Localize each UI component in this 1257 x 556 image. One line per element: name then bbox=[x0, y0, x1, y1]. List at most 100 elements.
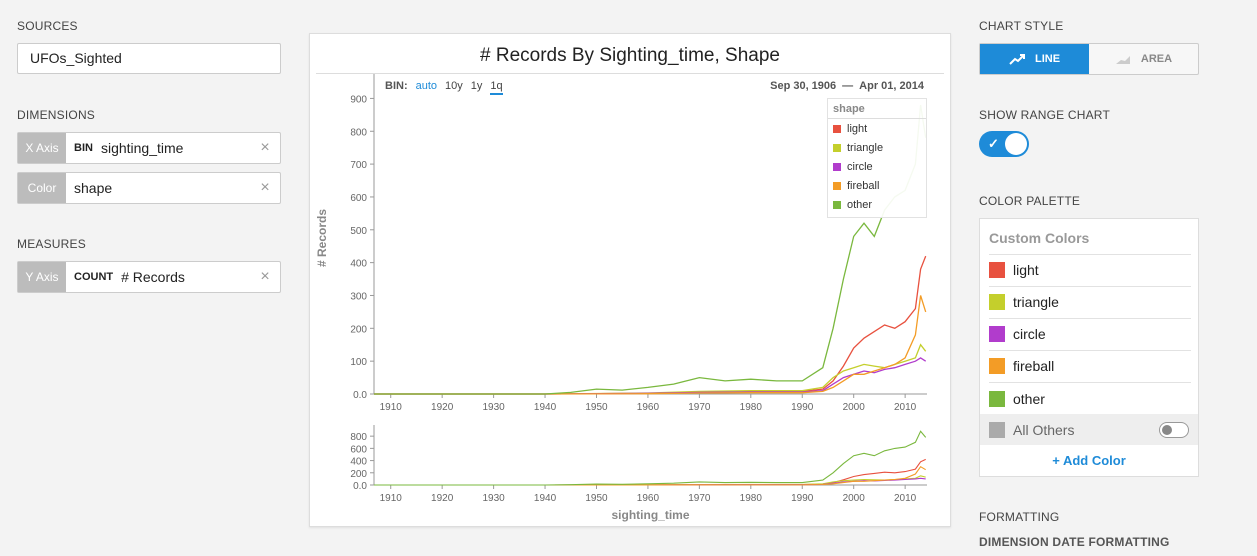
palette-item-other[interactable]: other bbox=[980, 383, 1198, 415]
legend-label: triangle bbox=[847, 141, 884, 154]
y-tick-label: 600 bbox=[350, 193, 367, 204]
y-tick-label: 500 bbox=[350, 226, 367, 237]
chart-card: # Records By Sighting_time, Shape BIN: a… bbox=[309, 33, 951, 527]
legend-swatch bbox=[833, 124, 841, 133]
divider bbox=[989, 286, 1191, 287]
chart-style-toggle: LINE AREA bbox=[979, 43, 1199, 75]
palette-label: triangle bbox=[1013, 294, 1059, 310]
dimensions-label: DIMENSIONS bbox=[17, 108, 96, 122]
bin-option-1q[interactable]: 1q bbox=[490, 80, 503, 95]
area-chart-icon bbox=[1115, 56, 1130, 64]
x-axis-agg[interactable]: BIN bbox=[74, 142, 93, 154]
sources-label: SOURCES bbox=[17, 19, 78, 33]
x-tick-label: 1970 bbox=[688, 402, 711, 413]
divider bbox=[989, 350, 1191, 351]
range-x-tick-label: 1930 bbox=[482, 493, 505, 504]
x-tick-label: 2010 bbox=[894, 402, 917, 413]
legend-item-triangle[interactable]: triangle bbox=[828, 138, 926, 157]
range-series-line-fireball bbox=[374, 465, 926, 486]
color-swatch[interactable] bbox=[989, 294, 1005, 310]
date-start[interactable]: Sep 30, 1906 bbox=[770, 80, 837, 92]
palette-label: light bbox=[1013, 262, 1039, 278]
divider bbox=[989, 318, 1191, 319]
palette-item-light[interactable]: light bbox=[980, 254, 1198, 286]
color-swatch bbox=[989, 421, 1005, 438]
y-tick-label: 700 bbox=[350, 160, 367, 171]
legend-swatch bbox=[833, 162, 841, 171]
legend-item-fireball[interactable]: fireball bbox=[828, 176, 926, 195]
date-formatting-label: DIMENSION DATE FORMATTING bbox=[979, 535, 1170, 549]
x-axis-tag: X Axis bbox=[18, 133, 66, 163]
remove-color-icon[interactable]: × bbox=[260, 179, 270, 196]
x-tick-label: 1950 bbox=[585, 402, 608, 413]
palette-label: circle bbox=[1013, 326, 1046, 342]
range-x-tick-label: 2000 bbox=[843, 493, 866, 504]
style-line-button[interactable]: LINE bbox=[980, 44, 1089, 74]
palette-item-triangle[interactable]: triangle bbox=[980, 286, 1198, 318]
range-y-tick-label: 800 bbox=[350, 432, 367, 443]
date-end[interactable]: Apr 01, 2014 bbox=[859, 80, 924, 92]
trend-line-icon bbox=[1009, 54, 1025, 65]
chart-legend: shape light triangle circle fireball oth… bbox=[827, 98, 927, 218]
color-swatch[interactable] bbox=[989, 391, 1005, 407]
legend-item-light[interactable]: light bbox=[828, 119, 926, 138]
bin-selector: BIN: auto 10y 1y 1q bbox=[385, 80, 503, 95]
x-tick-label: 1980 bbox=[740, 402, 763, 413]
range-x-tick-label: 1980 bbox=[740, 493, 763, 504]
x-axis-pill[interactable]: X Axis BIN sighting_time × bbox=[17, 132, 281, 164]
legend-item-other[interactable]: other bbox=[828, 195, 926, 214]
bin-label: BIN: bbox=[385, 80, 408, 92]
legend-swatch bbox=[833, 181, 841, 190]
date-range: Sep 30, 1906 — Apr 01, 2014 bbox=[770, 80, 924, 92]
palette-item-circle[interactable]: circle bbox=[980, 318, 1198, 350]
legend-swatch bbox=[833, 143, 841, 152]
date-separator: — bbox=[842, 80, 854, 92]
legend-label: fireball bbox=[847, 179, 880, 192]
x-tick-label: 1930 bbox=[482, 402, 505, 413]
title-divider bbox=[316, 73, 944, 74]
palette-label: COLOR PALETTE bbox=[979, 194, 1081, 208]
legend-title: shape bbox=[828, 99, 926, 119]
range-x-tick-label: 1990 bbox=[791, 493, 814, 504]
toggle-knob bbox=[1162, 424, 1172, 435]
legend-label: other bbox=[847, 198, 873, 211]
range-y-tick-label: 600 bbox=[350, 444, 367, 455]
range-chart-toggle[interactable]: ✓ bbox=[979, 131, 1029, 157]
bin-option-auto[interactable]: auto bbox=[415, 80, 438, 92]
divider bbox=[989, 382, 1191, 383]
y-tick-label: 900 bbox=[350, 94, 367, 105]
color-field: shape bbox=[74, 180, 113, 196]
remove-y-axis-icon[interactable]: × bbox=[260, 268, 270, 285]
style-area-button[interactable]: AREA bbox=[1089, 44, 1198, 74]
line-chart[interactable]: 0.01002003004005006007008009000.02004006… bbox=[310, 34, 950, 526]
range-x-tick-label: 1950 bbox=[585, 493, 608, 504]
color-tag: Color bbox=[18, 173, 66, 203]
range-chart-label: SHOW RANGE CHART bbox=[979, 108, 1110, 122]
divider bbox=[989, 254, 1191, 255]
all-others-label: All Others bbox=[1013, 421, 1075, 438]
formatting-label: FORMATTING bbox=[979, 510, 1060, 524]
range-y-tick-label: 0.0 bbox=[353, 481, 367, 492]
color-palette: Custom Colors light triangle circle fire… bbox=[979, 218, 1199, 477]
x-tick-label: 1990 bbox=[791, 402, 814, 413]
source-field[interactable]: UFOs_Sighted bbox=[17, 43, 281, 74]
color-swatch[interactable] bbox=[989, 262, 1005, 278]
series-line-fireball bbox=[374, 295, 927, 395]
palette-item-fireball[interactable]: fireball bbox=[980, 350, 1198, 382]
range-y-tick-label: 400 bbox=[350, 457, 367, 468]
all-others-toggle[interactable] bbox=[1159, 421, 1189, 438]
add-color-button[interactable]: + Add Color bbox=[1052, 453, 1126, 468]
toggle-knob bbox=[1005, 133, 1027, 155]
color-swatch[interactable] bbox=[989, 358, 1005, 374]
y-axis-pill[interactable]: Y Axis COUNT # Records × bbox=[17, 261, 281, 293]
color-swatch[interactable] bbox=[989, 326, 1005, 342]
bin-option-1y[interactable]: 1y bbox=[470, 80, 483, 92]
remove-x-axis-icon[interactable]: × bbox=[260, 139, 270, 156]
legend-item-circle[interactable]: circle bbox=[828, 157, 926, 176]
palette-label: fireball bbox=[1013, 358, 1055, 374]
bin-option-10y[interactable]: 10y bbox=[445, 80, 463, 92]
color-pill[interactable]: Color shape × bbox=[17, 172, 281, 204]
y-axis-agg[interactable]: COUNT bbox=[74, 271, 114, 283]
chart-style-label: CHART STYLE bbox=[979, 19, 1064, 33]
